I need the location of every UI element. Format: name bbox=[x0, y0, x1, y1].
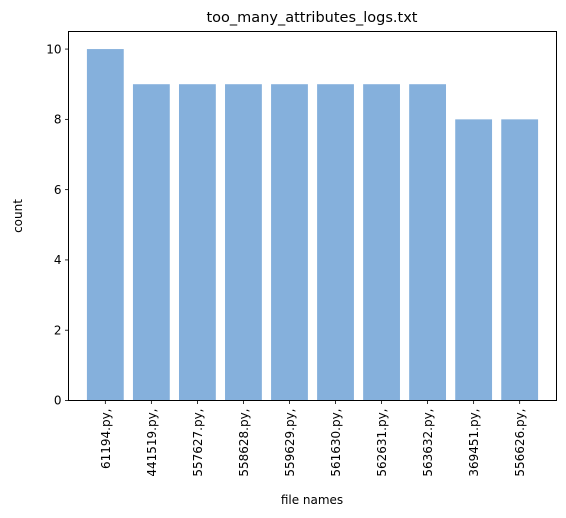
x-tick-label: 563632.py, bbox=[421, 409, 435, 477]
x-tick-label: 441519.py, bbox=[145, 409, 159, 477]
chart-title: too_many_attributes_logs.txt bbox=[207, 10, 418, 26]
bar-562631py bbox=[363, 84, 400, 401]
y-tick-label: 8 bbox=[54, 113, 62, 127]
bars-group bbox=[86, 49, 539, 401]
x-tick-label: 557627.py, bbox=[191, 409, 205, 477]
x-tick-label: 562631.py, bbox=[375, 409, 389, 477]
bar-558628py bbox=[225, 84, 262, 401]
x-tick-label: 556626.py, bbox=[513, 409, 527, 477]
y-tick-label: 4 bbox=[54, 253, 62, 267]
bar-61194py bbox=[86, 49, 124, 401]
y-axis-ticks: 0 2 4 6 8 10 bbox=[46, 42, 69, 408]
y-tick-label: 0 bbox=[54, 394, 62, 408]
x-tick-label: 561630.py, bbox=[329, 409, 343, 477]
y-tick-label: 6 bbox=[54, 183, 62, 197]
y-tick-label: 2 bbox=[54, 323, 62, 337]
y-tick-label: 10 bbox=[46, 42, 61, 56]
x-tick-label: 559629.py, bbox=[283, 409, 297, 477]
bar-563632py bbox=[409, 84, 447, 401]
x-tick-label: 369451.py, bbox=[467, 409, 481, 477]
bar-556626py bbox=[501, 119, 539, 401]
x-tick-label: 558628.py, bbox=[237, 409, 251, 477]
bar-559629py bbox=[271, 84, 308, 401]
plot-frame bbox=[68, 31, 557, 401]
bar-441519py bbox=[132, 84, 170, 401]
bar-369451py bbox=[455, 119, 493, 401]
x-axis-label: file names bbox=[281, 493, 343, 507]
x-tick-label: 61194.py, bbox=[99, 409, 113, 470]
bar-561630py bbox=[317, 84, 354, 401]
x-axis-ticks: 61194.py, 441519.py, 557627.py, 558628.py, 5… bbox=[99, 400, 527, 477]
y-axis-label: count bbox=[11, 199, 25, 233]
bar-557627py bbox=[178, 84, 216, 401]
